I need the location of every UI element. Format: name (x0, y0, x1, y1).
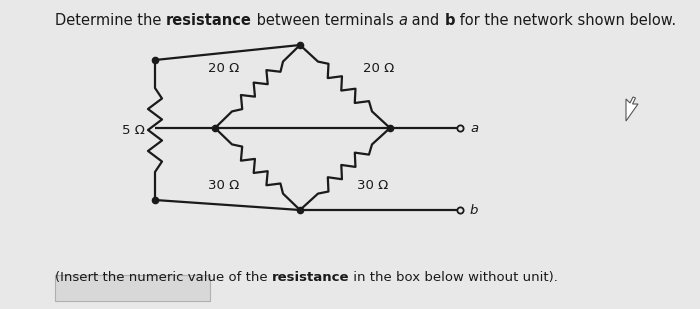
Text: between terminals: between terminals (252, 13, 398, 28)
Text: and: and (407, 13, 444, 28)
Text: 5 Ω: 5 Ω (122, 124, 145, 137)
Text: Determine the: Determine the (55, 13, 166, 28)
Text: for the network shown below.: for the network shown below. (455, 13, 676, 28)
Text: in the box below without unit).: in the box below without unit). (349, 271, 559, 284)
Text: 20 Ω: 20 Ω (363, 61, 394, 74)
Text: 30 Ω: 30 Ω (209, 179, 239, 192)
Text: resistance: resistance (272, 271, 349, 284)
Text: a: a (398, 13, 407, 28)
Polygon shape (626, 97, 638, 121)
Text: 30 Ω: 30 Ω (357, 179, 388, 192)
FancyBboxPatch shape (55, 275, 210, 301)
Text: resistance: resistance (166, 13, 252, 28)
Text: 20 Ω: 20 Ω (209, 61, 239, 74)
Text: b: b (444, 13, 455, 28)
Text: b: b (470, 204, 478, 217)
Text: a: a (470, 121, 478, 134)
Text: (Insert the numeric value of the: (Insert the numeric value of the (55, 271, 272, 284)
